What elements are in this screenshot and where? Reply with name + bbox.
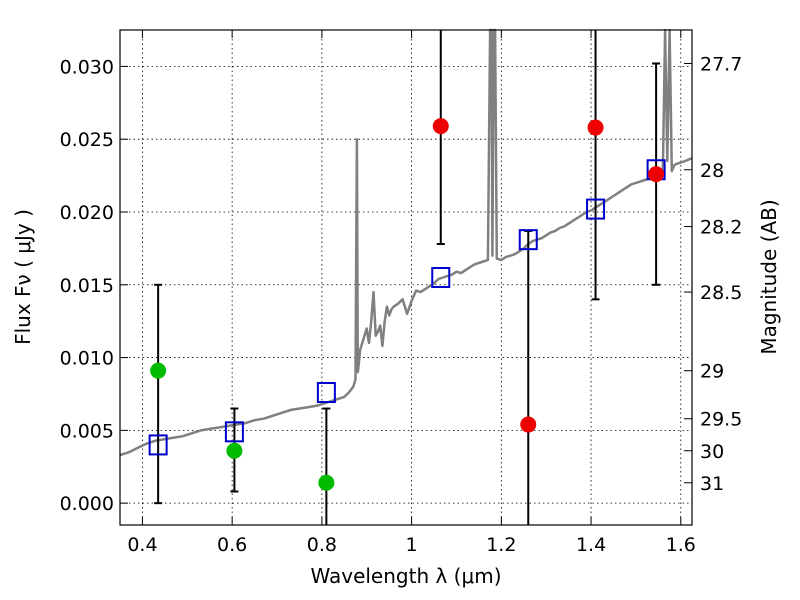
y-axis-right-label: Magnitude (AB) bbox=[757, 199, 781, 354]
red-data-point bbox=[587, 119, 604, 136]
y-tick-label: 0.000 bbox=[60, 493, 114, 515]
grid-lines bbox=[120, 30, 692, 525]
model-box-point bbox=[518, 229, 538, 251]
green-data-point bbox=[318, 474, 335, 491]
model-box-point bbox=[586, 198, 606, 220]
y-axis-label: Flux Fν ( μJy ) bbox=[11, 209, 35, 345]
right-tick-label: 27.7 bbox=[700, 53, 742, 75]
right-tick-label: 29 bbox=[700, 361, 724, 383]
y-tick-label: 0.015 bbox=[60, 275, 114, 297]
red-data-point bbox=[432, 118, 449, 135]
model-box-point bbox=[431, 267, 451, 288]
red-data-point bbox=[520, 416, 537, 433]
green-data-point bbox=[226, 442, 243, 459]
axis-ticks: 0.4 0.6 0.8 1 1.2 1.4 1.6 0.000 0.005 0.010 0.015 0… bbox=[60, 30, 742, 556]
right-tick-label: 28 bbox=[700, 160, 724, 182]
x-tick-label: 0.4 bbox=[127, 534, 157, 556]
x-tick-label: 1.2 bbox=[486, 534, 516, 556]
x-tick-label: 1 bbox=[406, 534, 418, 556]
spectrum-line bbox=[119, 28, 693, 457]
y-tick-label: 0.030 bbox=[60, 56, 114, 78]
right-tick-label: 28.5 bbox=[700, 282, 742, 304]
x-tick-label: 1.6 bbox=[666, 534, 696, 556]
x-axis-label: Wavelength λ (μm) bbox=[310, 564, 501, 588]
model-box-point bbox=[148, 434, 168, 456]
spectrum-series bbox=[119, 28, 693, 457]
right-tick-label: 30 bbox=[700, 441, 724, 463]
y-tick-label: 0.020 bbox=[60, 202, 114, 224]
y-tick-label: 0.025 bbox=[60, 129, 114, 151]
x-tick-label: 1.4 bbox=[576, 534, 606, 556]
model-box-point bbox=[316, 382, 336, 404]
model-box-point bbox=[224, 421, 244, 443]
green-data-point bbox=[150, 362, 167, 379]
red-data-point bbox=[648, 166, 665, 183]
x-tick-label: 0.6 bbox=[217, 534, 247, 556]
model-box-series bbox=[148, 159, 666, 456]
x-tick-label: 0.8 bbox=[307, 534, 337, 556]
y-tick-label: 0.005 bbox=[60, 420, 114, 442]
observed-point-series bbox=[150, 118, 665, 491]
y-tick-label: 0.010 bbox=[60, 348, 114, 370]
plot-frame bbox=[119, 29, 693, 526]
right-tick-label: 28.2 bbox=[700, 217, 742, 239]
right-tick-label: 31 bbox=[700, 473, 724, 495]
right-tick-label: 29.5 bbox=[700, 409, 742, 431]
